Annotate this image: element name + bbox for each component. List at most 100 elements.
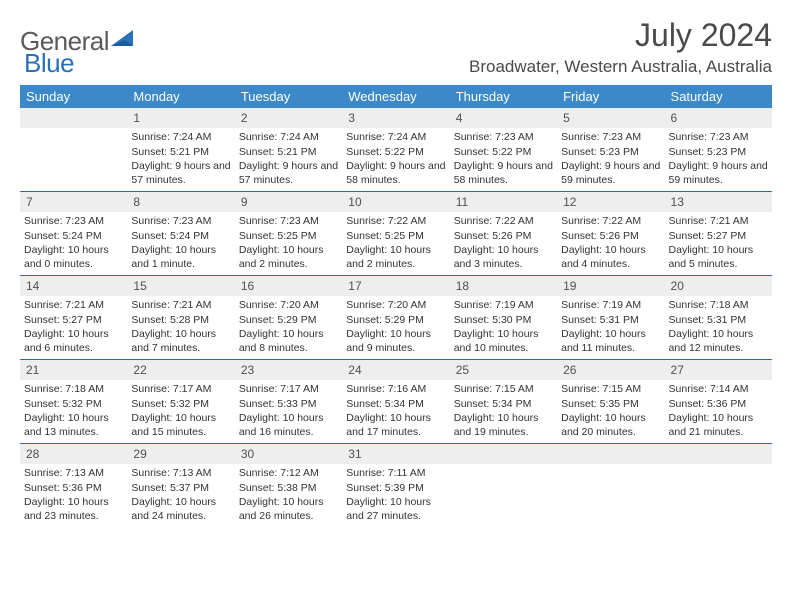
sunset-text: Sunset: 5:23 PM	[561, 145, 660, 159]
day-cell: 13Sunrise: 7:21 AMSunset: 5:27 PMDayligh…	[665, 192, 772, 275]
sunrise-text: Sunrise: 7:20 AM	[346, 298, 445, 312]
daylight-text: Daylight: 10 hours and 8 minutes.	[239, 327, 338, 355]
day-number	[450, 444, 557, 464]
day-number: 17	[342, 276, 449, 296]
daylight-text: Daylight: 10 hours and 15 minutes.	[131, 411, 230, 439]
sunrise-text: Sunrise: 7:19 AM	[561, 298, 660, 312]
calendar-grid: Sunday Monday Tuesday Wednesday Thursday…	[20, 85, 772, 528]
sunset-text: Sunset: 5:24 PM	[24, 229, 123, 243]
day-cell: 5Sunrise: 7:23 AMSunset: 5:23 PMDaylight…	[557, 108, 664, 191]
sunrise-text: Sunrise: 7:13 AM	[24, 466, 123, 480]
sunset-text: Sunset: 5:30 PM	[454, 313, 553, 327]
day-number: 31	[342, 444, 449, 464]
day-number: 12	[557, 192, 664, 212]
day-cell: 18Sunrise: 7:19 AMSunset: 5:30 PMDayligh…	[450, 276, 557, 359]
day-body: Sunrise: 7:21 AMSunset: 5:27 PMDaylight:…	[665, 212, 772, 275]
day-number: 6	[665, 108, 772, 128]
daylight-text: Daylight: 10 hours and 10 minutes.	[454, 327, 553, 355]
day-body: Sunrise: 7:14 AMSunset: 5:36 PMDaylight:…	[665, 380, 772, 443]
day-cell: 30 Sunrise: 7:12 AMSunset: 5:38 PMDayligh…	[235, 444, 342, 528]
day-body: Sunrise: 7:19 AMSunset: 5:30 PMDaylight:…	[450, 296, 557, 359]
sunrise-text: Sunrise: 7:22 AM	[454, 214, 553, 228]
day-cell: 28Sunrise: 7:13 AMSunset: 5:36 PMDayligh…	[20, 444, 127, 528]
daylight-text: Daylight: 10 hours and 21 minutes.	[669, 411, 768, 439]
sunrise-text: Sunrise: 7:20 AM	[239, 298, 338, 312]
day-body: Sunrise: 7:15 AMSunset: 5:35 PMDaylight:…	[557, 380, 664, 443]
sunrise-text: Sunrise: 7:17 AM	[131, 382, 230, 396]
daylight-text: Daylight: 10 hours and 13 minutes.	[24, 411, 123, 439]
day-number: 2	[235, 108, 342, 128]
daylight-text: Daylight: 9 hours and 59 minutes.	[669, 159, 768, 187]
day-number: 16	[235, 276, 342, 296]
sunrise-text: Sunrise: 7:12 AM	[239, 466, 338, 480]
sunset-text: Sunset: 5:23 PM	[669, 145, 768, 159]
daylight-text: Daylight: 10 hours and 17 minutes.	[346, 411, 445, 439]
sunrise-text: Sunrise: 7:18 AM	[24, 382, 123, 396]
sunrise-text: Sunrise: 7:15 AM	[454, 382, 553, 396]
daylight-text: Daylight: 10 hours and 27 minutes.	[346, 495, 445, 523]
day-body: Sunrise: 7:24 AMSunset: 5:22 PMDaylight:…	[342, 128, 449, 191]
day-cell: 20Sunrise: 7:18 AMSunset: 5:31 PMDayligh…	[665, 276, 772, 359]
sunset-text: Sunset: 5:33 PM	[239, 397, 338, 411]
day-number: 14	[20, 276, 127, 296]
sunset-text: Sunset: 5:38 PM	[239, 481, 338, 495]
daylight-text: Daylight: 10 hours and 23 minutes.	[24, 495, 123, 523]
day-cell: 16Sunrise: 7:20 AMSunset: 5:29 PMDayligh…	[235, 276, 342, 359]
day-body: Sunrise: 7:24 AMSunset: 5:21 PMDaylight:…	[127, 128, 234, 191]
daylight-text: Daylight: 10 hours and 0 minutes.	[24, 243, 123, 271]
sunset-text: Sunset: 5:29 PM	[346, 313, 445, 327]
day-cell: 12Sunrise: 7:22 AMSunset: 5:26 PMDayligh…	[557, 192, 664, 275]
month-year-title: July 2024	[469, 18, 772, 53]
day-body: Sunrise: 7:21 AMSunset: 5:27 PMDaylight:…	[20, 296, 127, 359]
day-number: 30	[235, 444, 342, 464]
day-number: 19	[557, 276, 664, 296]
day-cell: 21Sunrise: 7:18 AMSunset: 5:32 PMDayligh…	[20, 360, 127, 443]
sunrise-text: Sunrise: 7:22 AM	[561, 214, 660, 228]
day-cell	[450, 444, 557, 528]
weekday-header: Wednesday	[342, 85, 449, 108]
sunrise-text: Sunrise: 7:23 AM	[24, 214, 123, 228]
sunrise-text: Sunrise: 7:22 AM	[346, 214, 445, 228]
day-number: 9	[235, 192, 342, 212]
logo-text-blue: Blue	[24, 48, 74, 78]
day-cell: 25Sunrise: 7:15 AMSunset: 5:34 PMDayligh…	[450, 360, 557, 443]
day-number: 27	[665, 360, 772, 380]
sunset-text: Sunset: 5:36 PM	[24, 481, 123, 495]
sunset-text: Sunset: 5:21 PM	[239, 145, 338, 159]
sunset-text: Sunset: 5:32 PM	[131, 397, 230, 411]
week-row: 28Sunrise: 7:13 AMSunset: 5:36 PMDayligh…	[20, 444, 772, 528]
day-body: Sunrise: 7:23 AMSunset: 5:24 PMDaylight:…	[20, 212, 127, 275]
daylight-text: Daylight: 10 hours and 4 minutes.	[561, 243, 660, 271]
daylight-text: Daylight: 9 hours and 58 minutes.	[454, 159, 553, 187]
weeks-container: 1Sunrise: 7:24 AMSunset: 5:21 PMDaylight…	[20, 108, 772, 528]
sunset-text: Sunset: 5:22 PM	[346, 145, 445, 159]
daylight-text: Daylight: 10 hours and 26 minutes.	[239, 495, 338, 523]
day-cell: 6 Sunrise: 7:23 AMSunset: 5:23 PMDaylight…	[665, 108, 772, 191]
daylight-text: Daylight: 9 hours and 57 minutes.	[239, 159, 338, 187]
day-body: Sunrise: 7:21 AMSunset: 5:28 PMDaylight:…	[127, 296, 234, 359]
day-cell	[665, 444, 772, 528]
sunset-text: Sunset: 5:26 PM	[454, 229, 553, 243]
day-number	[665, 444, 772, 464]
weekday-header: Saturday	[665, 85, 772, 108]
weekday-header: Thursday	[450, 85, 557, 108]
day-body: Sunrise: 7:18 AMSunset: 5:31 PMDaylight:…	[665, 296, 772, 359]
day-cell: 22Sunrise: 7:17 AMSunset: 5:32 PMDayligh…	[127, 360, 234, 443]
day-cell: 3Sunrise: 7:24 AMSunset: 5:22 PMDaylight…	[342, 108, 449, 191]
sunrise-text: Sunrise: 7:21 AM	[669, 214, 768, 228]
day-body: Sunrise: 7:23 AMSunset: 5:25 PMDaylight:…	[235, 212, 342, 275]
sunrise-text: Sunrise: 7:23 AM	[669, 130, 768, 144]
daylight-text: Daylight: 9 hours and 58 minutes.	[346, 159, 445, 187]
day-cell: 4Sunrise: 7:23 AMSunset: 5:22 PMDaylight…	[450, 108, 557, 191]
day-cell: 10Sunrise: 7:22 AMSunset: 5:25 PMDayligh…	[342, 192, 449, 275]
day-cell: 14Sunrise: 7:21 AMSunset: 5:27 PMDayligh…	[20, 276, 127, 359]
day-cell: 26Sunrise: 7:15 AMSunset: 5:35 PMDayligh…	[557, 360, 664, 443]
sunset-text: Sunset: 5:27 PM	[669, 229, 768, 243]
week-row: 21Sunrise: 7:18 AMSunset: 5:32 PMDayligh…	[20, 360, 772, 444]
weekday-header: Monday	[127, 85, 234, 108]
day-number: 23	[235, 360, 342, 380]
sunset-text: Sunset: 5:25 PM	[239, 229, 338, 243]
day-number: 15	[127, 276, 234, 296]
day-body: Sunrise: 7:16 AMSunset: 5:34 PMDaylight:…	[342, 380, 449, 443]
day-number: 26	[557, 360, 664, 380]
